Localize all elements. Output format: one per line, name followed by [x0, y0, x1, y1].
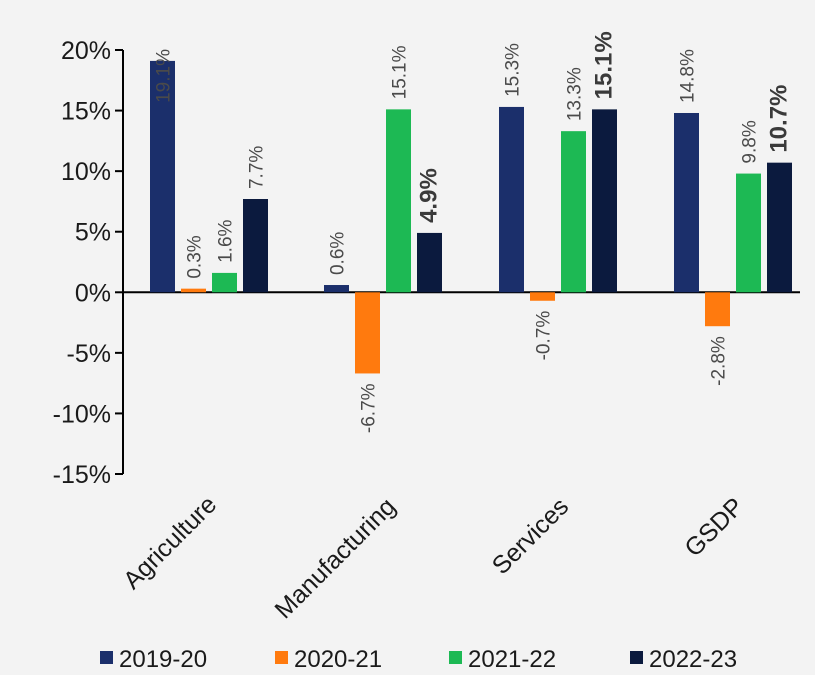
data-label: -6.7% — [359, 383, 380, 433]
data-label: 0.3% — [185, 235, 206, 278]
legend-label: 2020-21 — [294, 646, 382, 673]
data-label: 19.1% — [154, 49, 175, 103]
bar-2021-22-services — [561, 131, 586, 293]
legend-label: 2019-20 — [119, 646, 207, 673]
bar-2019-20-gsdp — [674, 112, 699, 293]
category-label-manufacturing: Manufacturing — [269, 492, 401, 624]
data-label: 4.9% — [416, 168, 443, 223]
y-tick-label: 5% — [75, 219, 111, 247]
legend-swatch — [630, 651, 643, 664]
data-label: 1.6% — [216, 219, 237, 262]
y-tick-label: 20% — [61, 37, 111, 65]
legend: 2019-20 2020-21 2021-22 2022-23 — [100, 646, 737, 673]
bar-2021-22-manufacturing — [386, 109, 411, 293]
data-label: 14.8% — [678, 49, 699, 103]
category-labels: Agriculture Manufacturing Services GSDP — [118, 490, 749, 624]
y-tick-label: -5% — [67, 340, 111, 368]
bar-2020-21-services — [530, 292, 555, 301]
legend-swatch — [275, 651, 288, 664]
y-tick-label: 0% — [75, 279, 111, 307]
data-label: 7.7% — [247, 146, 268, 189]
legend-item-2021-22: 2021-22 — [449, 646, 556, 673]
legend-swatch — [449, 651, 462, 664]
data-label: 13.3% — [565, 67, 586, 121]
data-label: -2.8% — [709, 336, 730, 386]
legend-item-2020-21: 2020-21 — [275, 646, 382, 673]
y-axis: 20% 15% 10% 5% 0% -5% -10% -15% — [53, 37, 124, 489]
y-tick-label: 15% — [61, 98, 111, 126]
category-label-agriculture: Agriculture — [118, 490, 222, 594]
data-label: 9.8% — [740, 120, 761, 163]
bar-2019-20-agriculture — [150, 60, 175, 293]
bar-2022-23-agriculture — [243, 199, 268, 293]
bar-2021-22-agriculture — [212, 272, 237, 293]
category-label-gsdp: GSDP — [679, 492, 749, 562]
data-label: 10.7% — [766, 85, 793, 153]
bar-2019-20-manufacturing — [324, 285, 349, 293]
y-tick-label: -15% — [53, 461, 111, 489]
data-label: 0.6% — [328, 232, 349, 275]
bar-2020-21-manufacturing — [355, 292, 380, 374]
bar-2020-21-gsdp — [705, 292, 730, 327]
data-label: 15.1% — [390, 45, 411, 99]
bar-2019-20-services — [499, 106, 524, 293]
bar-2022-23-gsdp — [767, 162, 792, 293]
legend-label: 2022-23 — [649, 646, 737, 673]
data-label: -0.7% — [534, 311, 555, 361]
data-label: 15.3% — [503, 43, 524, 97]
y-tick-label: -10% — [53, 400, 111, 428]
bar-2022-23-services — [592, 109, 617, 293]
bar-2022-23-manufacturing — [417, 232, 442, 293]
data-label: 15.1% — [591, 31, 618, 99]
bar-2020-21-agriculture — [181, 288, 206, 293]
category-label-services: Services — [487, 492, 575, 580]
bar-2021-22-gsdp — [736, 173, 761, 293]
data-labels: 19.1% 0.6% 15.3% 14.8% 0.3% -6.7% -0.7% -2.8% 1.… — [154, 31, 793, 433]
legend-item-2022-23: 2022-23 — [630, 646, 737, 673]
legend-label: 2021-22 — [468, 646, 556, 673]
legend-item-2019-20: 2019-20 — [100, 646, 207, 673]
y-tick-label: 10% — [61, 158, 111, 186]
bars — [150, 60, 792, 374]
legend-swatch — [100, 651, 113, 664]
